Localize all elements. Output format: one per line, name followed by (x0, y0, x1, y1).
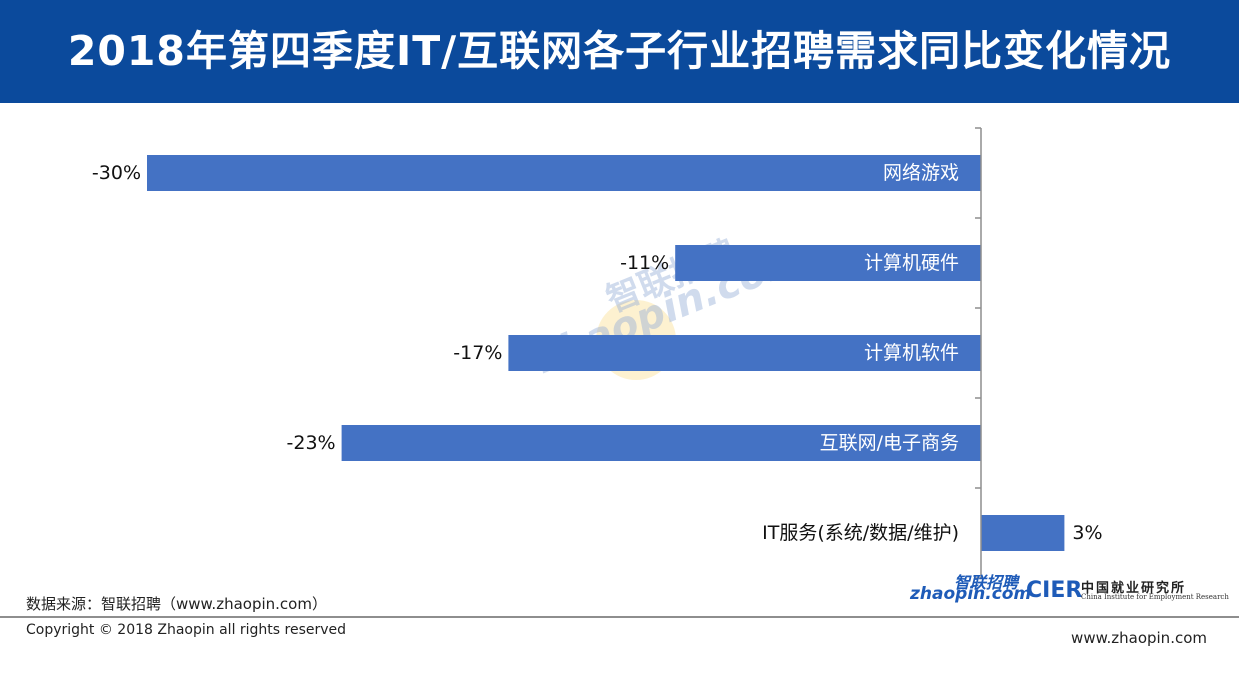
bar-2 (508, 335, 981, 371)
bar-0 (147, 155, 981, 191)
value-label-4: 3% (1072, 522, 1102, 544)
cier-logo: CIER (1026, 578, 1083, 603)
bar-3 (341, 425, 982, 461)
value-label-0: -30% (92, 162, 141, 184)
category-label-0: 网络游戏 (883, 162, 959, 184)
category-label-3: 互联网/电子商务 (820, 432, 959, 454)
data-source: 数据来源：智联招聘（www.zhaopin.com） (26, 595, 327, 613)
bar-1 (675, 245, 981, 281)
bar-chart: 网络游戏 -30% 计算机硬件 -11% 计算机软件 -17% 互联网/电子商务 -23% IT… (92, 127, 1103, 579)
value-label-2: -17% (453, 342, 502, 364)
copyright-text: Copyright © 2018 Zhaopin all rights rese… (26, 622, 347, 638)
axis-layer (975, 127, 982, 579)
category-label-2: 计算机软件 (864, 342, 959, 364)
bars-layer (147, 155, 1065, 551)
zhaopin-logo-cn: 智联招聘 (954, 573, 1019, 592)
zhaopin-logo-en: zhaopin.com (910, 584, 1032, 604)
category-label-4: IT服务(系统/数据/维护) (762, 522, 959, 544)
labels-layer: 网络游戏 -30% 计算机硬件 -11% 计算机软件 -17% 互联网/电子商务 -23% IT… (92, 162, 1103, 544)
website-link: www.zhaopin.com (1071, 629, 1207, 647)
footer-divider (0, 616, 1239, 618)
cier-logo-cn: 中国就业研究所 (1081, 581, 1187, 596)
value-label-1: -11% (620, 252, 669, 274)
page-title: 2018年第四季度IT/互联网各子行业招聘需求同比变化情况 (67, 27, 1172, 75)
bar-4 (981, 515, 1065, 551)
title-banner: 2018年第四季度IT/互联网各子行业招聘需求同比变化情况 (0, 0, 1239, 103)
cier-logo-en: China Institute for Employment Research (1081, 593, 1229, 601)
value-label-3: -23% (287, 432, 336, 454)
category-label-1: 计算机硬件 (864, 252, 959, 274)
